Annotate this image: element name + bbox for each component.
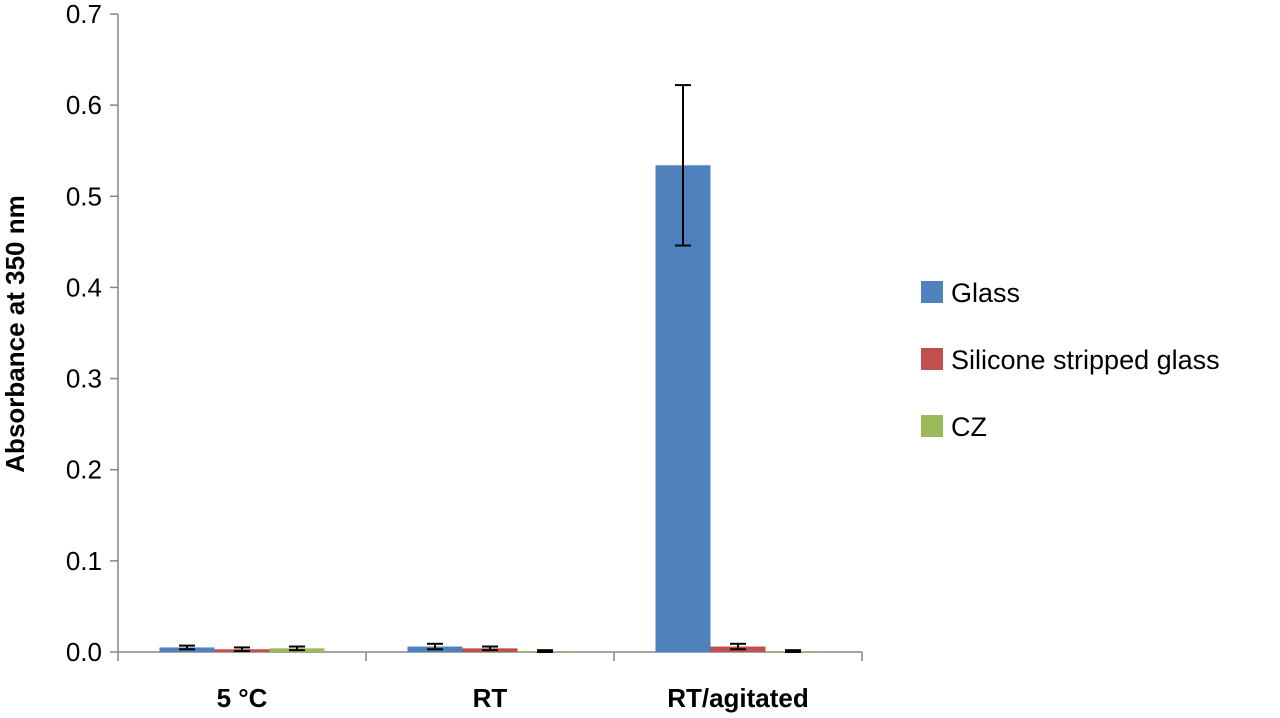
legend-swatch bbox=[921, 415, 943, 437]
legend-label: CZ bbox=[951, 412, 987, 442]
error-bars bbox=[179, 84, 801, 653]
legend-label: Silicone stripped glass bbox=[951, 345, 1220, 375]
x-category-label: RT/agitated bbox=[667, 683, 809, 713]
y-tick-label: 0.2 bbox=[66, 455, 102, 485]
bars bbox=[159, 165, 821, 652]
y-tick-label: 0.0 bbox=[66, 637, 102, 667]
y-tick-label: 0.5 bbox=[66, 181, 102, 211]
y-tick-label: 0.3 bbox=[66, 364, 102, 394]
y-tick-label: 0.4 bbox=[66, 272, 102, 302]
x-category-label: 5 °C bbox=[217, 683, 268, 713]
legend-swatch bbox=[921, 281, 943, 303]
legend-label: Glass bbox=[951, 278, 1020, 308]
y-axis-title: Absorbance at 350 nm bbox=[0, 195, 30, 472]
legend: Glass Silicone stripped glass CZ bbox=[921, 278, 1220, 442]
legend-swatch bbox=[921, 348, 943, 370]
y-tick-label: 0.7 bbox=[66, 0, 102, 29]
x-category-label: RT bbox=[473, 683, 508, 713]
axes: 0.0 0.1 0.2 0.3 0.4 0.5 0.6 0.7 5 °C RT RT/agitate… bbox=[66, 0, 863, 713]
y-tick-label: 0.6 bbox=[66, 90, 102, 120]
y-tick-label: 0.1 bbox=[66, 546, 102, 576]
